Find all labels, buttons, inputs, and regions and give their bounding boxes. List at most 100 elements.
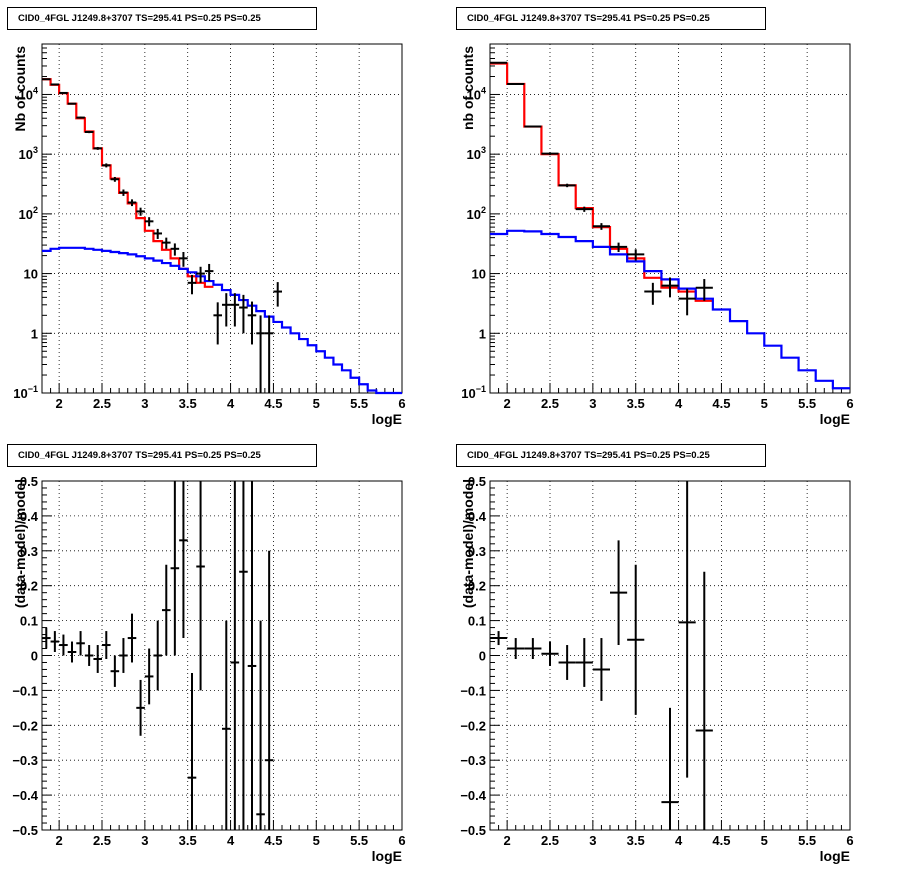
- y-tick-label: 0.3: [468, 544, 486, 559]
- data-point: [50, 631, 60, 653]
- y-tick-label: 0.4: [20, 509, 39, 524]
- x-tick-label: 6: [846, 396, 853, 411]
- data-point: [592, 638, 610, 701]
- data-point: [592, 223, 610, 230]
- data-point: [76, 116, 85, 119]
- data-point: [524, 125, 542, 128]
- data-point: [256, 315, 265, 393]
- data-point: [119, 189, 128, 196]
- y-axis-title: (data-model)/model: [460, 479, 476, 608]
- y-tick-label: −0.1: [460, 683, 486, 698]
- y-tick-label: 10: [24, 267, 38, 282]
- x-tick-label: 2.5: [93, 396, 111, 411]
- y-tick-label: −0.2: [460, 718, 486, 733]
- x-axis-title: logE: [820, 411, 850, 427]
- x-axis-title: logE: [372, 411, 402, 427]
- data-point: [187, 672, 197, 830]
- data-point: [558, 645, 576, 680]
- data-point: [661, 277, 679, 298]
- x-tick-label: 5: [761, 833, 768, 848]
- red-model-histogram: [42, 78, 214, 288]
- data-point: [230, 293, 240, 327]
- data-point: [84, 130, 94, 134]
- x-tick-label: 6: [846, 833, 853, 848]
- data-point: [67, 102, 77, 105]
- x-tick-label: 2.5: [93, 833, 111, 848]
- data-point: [204, 263, 214, 282]
- data-point: [264, 550, 274, 830]
- chart-panel-top-left: 2 2.5 3 3.5 4 4.5 5 5.5 6 logE 10−1 1 10 102 103 104 Nb …: [0, 0, 449, 437]
- x-tick-label: 2: [504, 833, 511, 848]
- y-tick-label: 1: [479, 326, 486, 341]
- x-tick-label: 3: [141, 833, 148, 848]
- x-tick-label: 4: [675, 396, 683, 411]
- data-point: [187, 274, 197, 295]
- y-tick-label: 103: [467, 145, 486, 162]
- data-point: [575, 206, 593, 212]
- data-point: [239, 294, 248, 334]
- x-tick-label: 2.5: [541, 396, 559, 411]
- x-axis-title: logE: [820, 848, 850, 864]
- data-point: [50, 83, 60, 86]
- y-tick-label: 103: [19, 145, 38, 162]
- data-point: [222, 293, 231, 327]
- y-tick-label: 102: [19, 205, 38, 222]
- chart-title: CID0_4FGL J1249.8+3707 TS=295.41 PS=0.25…: [7, 7, 317, 30]
- x-tick-label: 3.5: [627, 833, 645, 848]
- x-tick-label: 3: [589, 833, 596, 848]
- data-point: [179, 251, 188, 267]
- data-point: [627, 564, 645, 715]
- y-tick-label: 0.5: [20, 474, 38, 489]
- y-tick-label: −0.2: [12, 718, 38, 733]
- data-point: [264, 315, 274, 393]
- x-tick-label: 4.5: [712, 396, 730, 411]
- x-tick-label: 5.5: [798, 833, 816, 848]
- x-tick-label: 4: [227, 833, 235, 848]
- data-point: [59, 91, 68, 94]
- y-tick-label: 104: [467, 85, 486, 102]
- data-point: [42, 78, 51, 81]
- x-tick-label: 3.5: [179, 396, 197, 411]
- data-point: [153, 620, 162, 691]
- data-point: [644, 282, 662, 305]
- chart-panel-bottom-left: 2 2.5 3 3.5 4 4.5 5 5.5 6 logE −0.5 −0.4 −0.3 −0.2 −0.…: [0, 437, 449, 874]
- x-tick-label: 5.5: [350, 396, 368, 411]
- data-point: [524, 638, 542, 659]
- data-point: [196, 266, 205, 283]
- data-point: [127, 613, 137, 663]
- data-point: [610, 540, 628, 646]
- x-tick-label: 2: [56, 833, 63, 848]
- y-tick-label: 0.1: [20, 614, 38, 629]
- data-point: [110, 176, 120, 182]
- y-tick-label: 10−1: [13, 384, 38, 401]
- x-tick-label: 6: [398, 396, 405, 411]
- data-point: [678, 288, 696, 316]
- x-tick-label: 2: [504, 396, 511, 411]
- data-point: [507, 638, 525, 659]
- y-tick-label: −0.5: [12, 823, 38, 838]
- y-axis-title: nb of counts: [460, 46, 476, 130]
- data-point: [490, 61, 508, 64]
- plot-frame: [489, 43, 851, 394]
- x-tick-label: 4.5: [712, 833, 730, 848]
- data-point: [678, 481, 696, 778]
- data-point: [67, 641, 77, 663]
- data-point: [84, 645, 94, 666]
- data-point: [230, 481, 240, 830]
- y-tick-label: 0.2: [20, 579, 38, 594]
- y-tick-label: 1: [31, 326, 38, 341]
- data-point: [76, 631, 85, 656]
- data-point: [541, 641, 559, 666]
- chart-title: CID0_4FGL J1249.8+3707 TS=295.41 PS=0.25…: [456, 7, 766, 30]
- y-tick-label: 0.5: [468, 474, 486, 489]
- y-tick-label: −0.3: [460, 753, 486, 768]
- x-tick-label: 4: [675, 833, 683, 848]
- chart-title: CID0_4FGL J1249.8+3707 TS=295.41 PS=0.25…: [456, 444, 766, 467]
- x-tick-label: 4: [227, 396, 235, 411]
- data-point: [247, 481, 257, 830]
- x-tick-label: 5.5: [798, 396, 816, 411]
- blue-model-histogram: [42, 246, 402, 395]
- x-tick-label: 3.5: [179, 833, 197, 848]
- data-point: [110, 655, 120, 687]
